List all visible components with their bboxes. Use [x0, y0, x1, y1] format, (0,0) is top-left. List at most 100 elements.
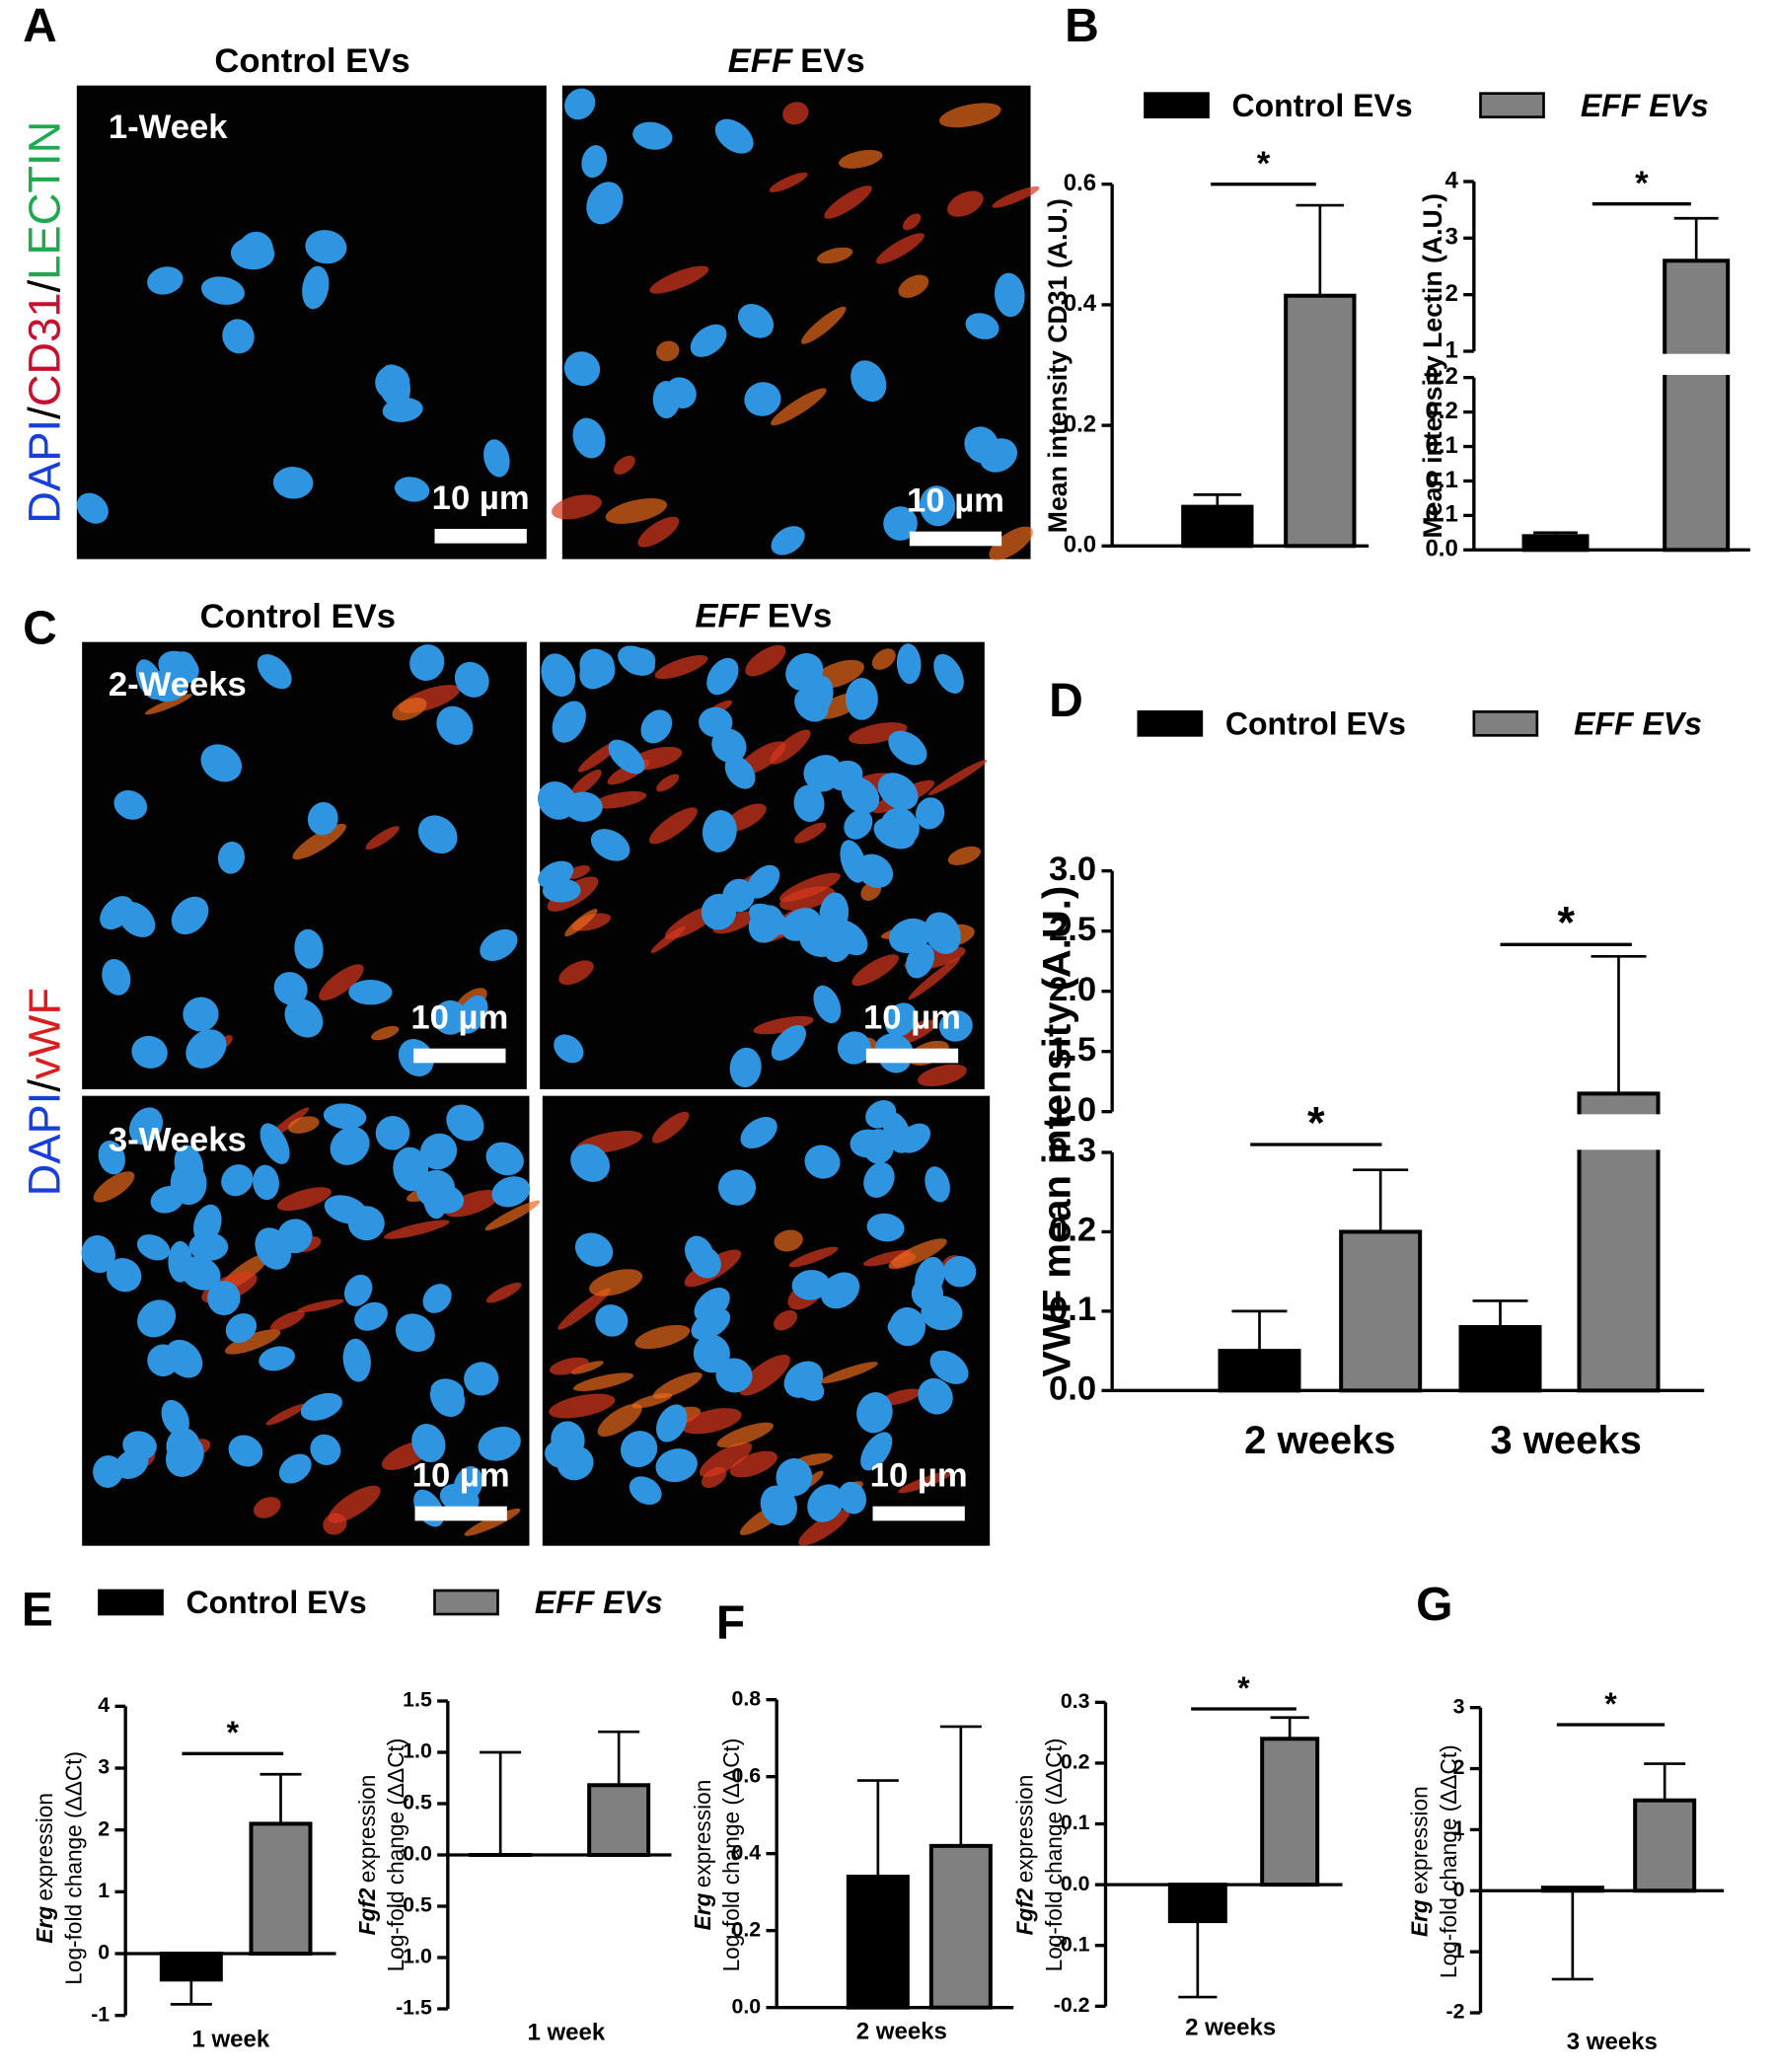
- y-tick-label: -0.1: [1054, 1932, 1090, 1956]
- legend-label: EFF EVs: [535, 1585, 663, 1620]
- nucleus: [877, 773, 919, 810]
- y-tick-label: 1: [1453, 1816, 1465, 1840]
- nucleus: [884, 1002, 918, 1037]
- nucleus: [117, 901, 156, 937]
- error-bar: [598, 1730, 640, 1786]
- nucleus: [273, 972, 308, 1005]
- nucleus: [570, 1144, 611, 1182]
- nucleus: [98, 1140, 125, 1175]
- y-tick-label: -0.5: [396, 1893, 432, 1917]
- timepoint: 3-Weeks: [109, 1121, 247, 1158]
- y-axis-title: Mean intensity CD31 (A.U.): [1043, 198, 1073, 533]
- nucleus: [181, 1256, 221, 1291]
- y-tick-label: 4: [98, 1693, 110, 1717]
- nucleus: [278, 1453, 312, 1484]
- nucleus: [714, 118, 754, 154]
- nucleus: [807, 1484, 845, 1522]
- nucleus: [323, 1103, 367, 1130]
- error-bar: [1270, 1716, 1309, 1739]
- nucleus: [131, 1035, 168, 1069]
- y-tick-label: 4: [1444, 167, 1458, 193]
- nucleus: [393, 1147, 429, 1192]
- x-tick-label: 2 weeks: [1244, 1419, 1395, 1462]
- y-tick-label: 0.2: [1425, 363, 1457, 390]
- legend-swatch: [98, 1589, 164, 1616]
- significance-label: *: [227, 1715, 240, 1750]
- nucleus: [185, 1029, 227, 1069]
- y-tick-label: 2: [98, 1816, 110, 1840]
- italic-part: EFF: [728, 42, 793, 80]
- bar: [1181, 504, 1254, 549]
- nucleus: [701, 893, 737, 930]
- nucleus: [883, 506, 918, 541]
- y-tick-label: 0.1: [1425, 501, 1457, 528]
- error-bar: [480, 1750, 522, 1855]
- y-tick-label: 1: [98, 1879, 110, 1902]
- stain: [265, 1403, 307, 1426]
- stain: [649, 265, 709, 294]
- nucleus: [574, 1232, 614, 1267]
- stain: [484, 1200, 541, 1231]
- y-tick-label: 0.8: [732, 1686, 762, 1710]
- y-axis-title: Log-fold change (ΔΔCt): [1041, 1739, 1067, 1972]
- stain: [888, 1238, 947, 1270]
- stain: [851, 954, 899, 987]
- error-bar: [939, 1725, 982, 1846]
- y-axis-title: VWF mean intensity (A.U.): [1035, 886, 1078, 1377]
- nucleus: [272, 467, 314, 499]
- error-bar: [1472, 1299, 1528, 1327]
- nucleus: [856, 1392, 893, 1434]
- stain: [552, 494, 602, 520]
- scale-bar: [909, 531, 1002, 547]
- stain: [898, 1470, 955, 1494]
- error-bar: [1644, 1762, 1686, 1801]
- nucleus: [305, 230, 347, 264]
- y-tick-label: 0.0: [1425, 536, 1457, 562]
- nucleus: [114, 1448, 149, 1479]
- stain: [276, 1187, 332, 1212]
- nucleus: [921, 1295, 963, 1331]
- y-tick-label: 3: [1444, 224, 1457, 251]
- y-tick-label: -2: [1446, 2000, 1465, 2024]
- y-tick-label: -1.5: [396, 1996, 432, 2020]
- nucleus: [446, 1104, 484, 1142]
- nucleus: [851, 360, 887, 403]
- nucleus: [480, 928, 518, 962]
- stain: [287, 1116, 320, 1134]
- nucleus: [228, 1435, 263, 1467]
- nucleus: [436, 705, 474, 745]
- nucleus: [724, 756, 756, 789]
- nucleus: [860, 1432, 893, 1471]
- y-tick-label: 2: [1444, 280, 1457, 307]
- gene: Erg: [1406, 1899, 1432, 1937]
- nucleus: [102, 958, 131, 996]
- nucleus: [76, 492, 109, 524]
- y-tick-label: 0.1: [1425, 432, 1457, 459]
- stain: [224, 1329, 281, 1355]
- stain: [557, 1288, 612, 1330]
- nucleus: [793, 784, 825, 823]
- y-tick-label: 1.0: [1049, 1091, 1096, 1129]
- axis-break: [1117, 1114, 1710, 1150]
- nucleus: [898, 1123, 930, 1153]
- error-bar: [1231, 1309, 1288, 1352]
- nucleus: [711, 728, 747, 764]
- scale-bar-label: 10 µm: [412, 1456, 510, 1494]
- nucleus: [844, 809, 873, 840]
- nucleus: [771, 1025, 806, 1061]
- error-bar: [1296, 203, 1345, 296]
- nucleus: [409, 644, 445, 681]
- nucleus: [552, 701, 586, 743]
- nucleus: [791, 1372, 825, 1401]
- nucleus: [803, 757, 839, 792]
- stain: [570, 1361, 604, 1374]
- italic-part: EFF: [695, 598, 760, 635]
- nucleus: [411, 1424, 446, 1462]
- nucleus: [207, 1281, 241, 1316]
- error-bar: [1533, 531, 1578, 537]
- nucleus: [217, 841, 246, 874]
- text-part: EVs: [800, 42, 865, 80]
- x-tick-label: 2 weeks: [1185, 2014, 1276, 2040]
- nucleus: [429, 1378, 466, 1418]
- stain: [702, 1466, 727, 1488]
